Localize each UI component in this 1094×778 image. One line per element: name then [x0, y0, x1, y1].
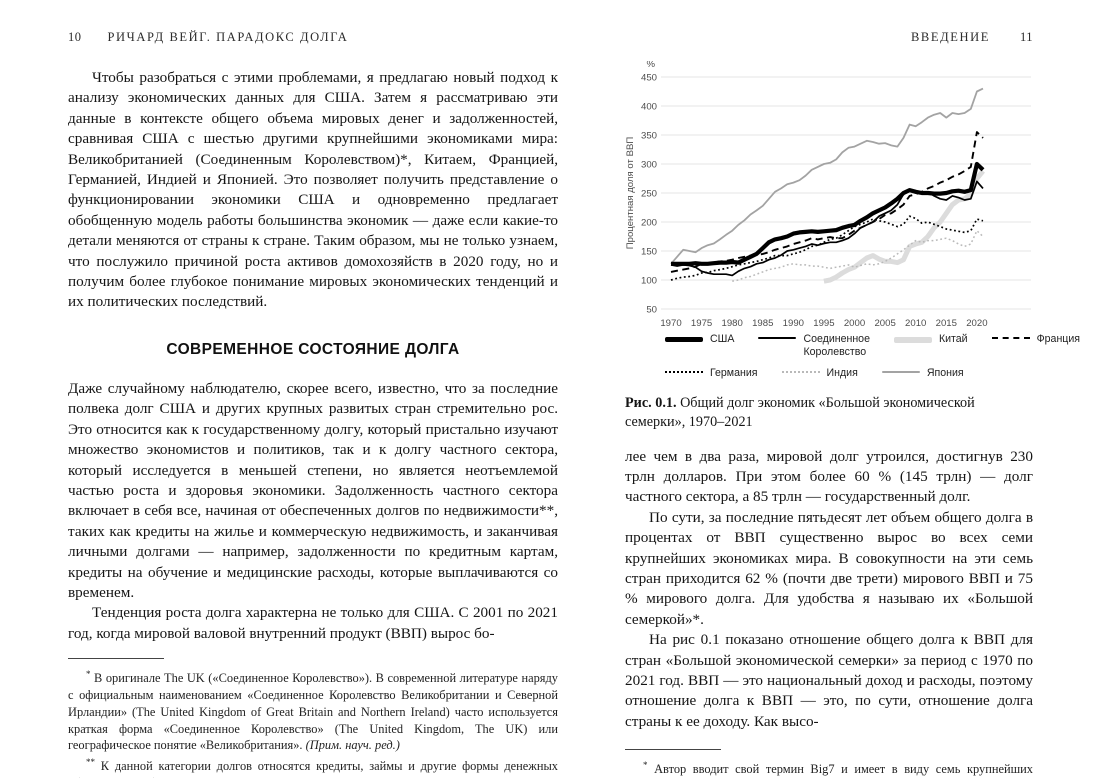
running-head-title: ВВЕДЕНИЕ [910, 30, 990, 44]
svg-text:1970: 1970 [660, 318, 681, 329]
svg-text:400: 400 [641, 101, 657, 112]
series-line-Китай [823, 169, 985, 284]
footnote: * В оригинале The UK («Соединенное Корол… [68, 669, 558, 753]
svg-text:Процентная доля от ВВП: Процентная доля от ВВП [625, 137, 636, 250]
svg-text:1985: 1985 [752, 318, 773, 329]
footnotes-right: * Автор вводит свой термин Big7 и имеет … [625, 757, 1033, 778]
legend-item: Индия [781, 367, 858, 380]
figure-caption: Рис. 0.1. Общий долг экономик «Большой э… [625, 394, 1033, 432]
series-line-Япония [670, 87, 984, 265]
svg-text:350: 350 [641, 130, 657, 141]
svg-text:2000: 2000 [844, 318, 865, 329]
svg-text:250: 250 [641, 188, 657, 199]
paragraph: лее чем в два раза, мировой долг утроилс… [625, 447, 1033, 506]
page-number-left: 10 [68, 30, 82, 44]
page-number-right: 11 [1019, 30, 1033, 44]
legend-row: США Соединенное Королевство Китай Франция [665, 333, 1080, 358]
series-line-Индия [732, 229, 984, 282]
running-head-right: ВВЕДЕНИЕ 11 [625, 30, 1033, 45]
legend-swatch-dashed-icon [991, 337, 1030, 339]
legend-swatch-bar-icon [665, 337, 703, 342]
svg-text:2005: 2005 [874, 318, 895, 329]
legend-swatch-dotted-icon [781, 371, 820, 373]
series-line-Франция [670, 131, 984, 273]
footnote-block-left: * В оригинале The UK («Соединенное Корол… [68, 658, 558, 778]
footnote-rule [68, 658, 164, 660]
figure-caption-text: Общий долг экономик «Большой экономическ… [625, 394, 975, 430]
svg-text:1990: 1990 [783, 318, 804, 329]
legend-label: Германия [710, 367, 758, 379]
figure-0-1: 50 100 150 200 250 300 350 400 450% 1970 1975 1980 1… [625, 61, 1080, 432]
legend-label: Франция [1036, 333, 1081, 345]
legend-item: Китай [893, 333, 968, 346]
legend-item: Франция [991, 333, 1081, 346]
section-heading: СОВРЕМЕННОЕ СОСТОЯНИЕ ДОЛГА [166, 340, 460, 358]
svg-text:%: % [646, 61, 655, 70]
legend-item: Япония [881, 367, 964, 380]
svg-text:150: 150 [641, 246, 657, 257]
legend-item: Германия [665, 367, 758, 380]
footnote: * Автор вводит свой термин Big7 и имеет … [643, 760, 1033, 777]
footnote: ** К данной категории долгов относятся к… [68, 757, 558, 778]
paragraph: Чтобы разобраться с этими проблемами, я … [68, 69, 558, 311]
running-head-title: РИЧАРД ВЕЙГ. ПАРАДОКС ДОЛГА [107, 30, 349, 44]
footnotes-left: * В оригинале The UK («Соединенное Корол… [68, 666, 558, 778]
legend-swatch-bar-icon [893, 337, 932, 343]
paragraph: Тенденция роста долга характерна не толь… [68, 604, 558, 642]
svg-text:1995: 1995 [813, 318, 834, 329]
legend-label: Япония [926, 367, 964, 379]
legend-label: США [710, 333, 735, 345]
legend-swatch-dotted-icon [665, 371, 703, 373]
legend-item: США [665, 333, 734, 346]
debt-to-gdp-line-chart: 50 100 150 200 250 300 350 400 450% 1970 1975 1980 1… [625, 61, 1031, 329]
paragraph: По сути, за последние пятьдесят лет объе… [625, 508, 1033, 628]
page-left: 10 РИЧАРД ВЕЙГ. ПАРАДОКС ДОЛГА Чтобы раз… [68, 30, 558, 778]
footnote-rule [625, 749, 721, 751]
svg-text:1980: 1980 [722, 318, 743, 329]
right-page-text: лее чем в два раза, мировой долг утроилс… [625, 447, 1033, 733]
legend-row: Германия Индия Япония [665, 367, 1033, 380]
paragraph: На рис 0.1 показано отношение общего дол… [625, 631, 1033, 730]
figure-caption-label: Рис. 0.1. [625, 394, 677, 411]
series-line-США [671, 161, 985, 266]
legend-label: Индия [826, 367, 858, 379]
legend-swatch-bar-icon [881, 371, 920, 373]
legend-item: Соединенное Королевство [758, 333, 870, 358]
legend-label: Соединенное Королевство [803, 333, 870, 358]
svg-text:200: 200 [641, 217, 657, 228]
svg-text:50: 50 [646, 304, 657, 315]
svg-text:2020: 2020 [966, 318, 987, 329]
svg-text:300: 300 [641, 159, 657, 170]
svg-text:2015: 2015 [936, 318, 957, 329]
series-line-Германия [670, 215, 984, 281]
footnote-block-right: * Автор вводит свой термин Big7 и имеет … [625, 749, 1033, 778]
svg-text:1975: 1975 [691, 318, 712, 329]
paragraph: Даже случайному наблюдателю, скорее всег… [68, 379, 558, 601]
chart-legend: США Соединенное Королевство Китай Франция Ге… [665, 333, 1080, 380]
running-head-left: 10 РИЧАРД ВЕЙГ. ПАРАДОКС ДОЛГА [68, 30, 558, 45]
legend-label: Китай [938, 333, 968, 345]
svg-text:450: 450 [641, 72, 657, 83]
page-right: ВВЕДЕНИЕ 11 50 100 150 200 250 300 350 400 450% 1… [625, 30, 1080, 778]
svg-text:100: 100 [641, 275, 657, 286]
legend-swatch-bar-icon [758, 337, 797, 339]
svg-text:2010: 2010 [905, 318, 926, 329]
